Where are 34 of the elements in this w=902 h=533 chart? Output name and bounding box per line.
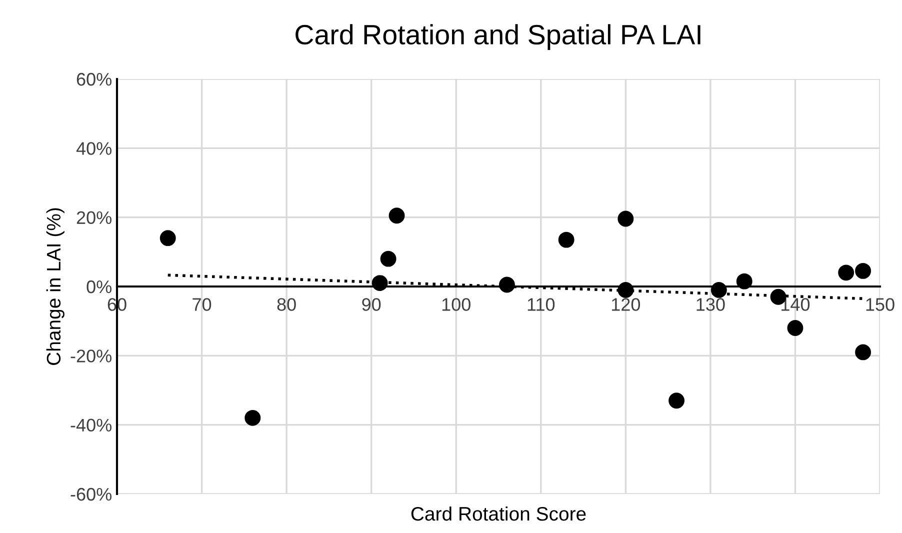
point <box>838 264 854 281</box>
point <box>558 232 574 248</box>
y-tick-label: 60% <box>76 72 112 86</box>
y-tick-label: -60% <box>70 488 112 501</box>
point <box>855 262 872 279</box>
x-tick-label: 70 <box>192 298 212 311</box>
point <box>388 208 405 224</box>
x-tick-label: 150 <box>866 298 894 311</box>
x-tick-label: 100 <box>442 298 470 311</box>
point <box>855 344 872 360</box>
x-tick-label: 120 <box>612 298 640 311</box>
x-tick-label: 80 <box>277 298 296 311</box>
point <box>787 320 804 336</box>
x-tick-label: 90 <box>362 298 381 311</box>
y-axis-title: Change in LAI (%) <box>46 208 64 365</box>
y-tick-label: -20% <box>70 350 112 362</box>
point <box>618 282 634 298</box>
chart-title: Card Rotation and Spatial PA LAI <box>296 24 700 50</box>
point <box>380 250 396 267</box>
x-tick-label: 110 <box>528 298 555 311</box>
point <box>736 273 752 290</box>
y-tick-label: 20% <box>76 211 112 224</box>
x-axis-title: Card Rotation Score <box>411 506 586 521</box>
y-tick-label: -40% <box>70 418 112 432</box>
point <box>668 392 685 409</box>
point <box>618 210 634 227</box>
point <box>710 282 727 298</box>
point <box>244 410 261 426</box>
y-tick-label: 40% <box>76 142 112 155</box>
x-tick-label: 130 <box>696 298 725 311</box>
point <box>499 276 515 293</box>
point <box>160 230 176 246</box>
y-tick-label: 0% <box>86 280 112 294</box>
point <box>372 275 388 292</box>
